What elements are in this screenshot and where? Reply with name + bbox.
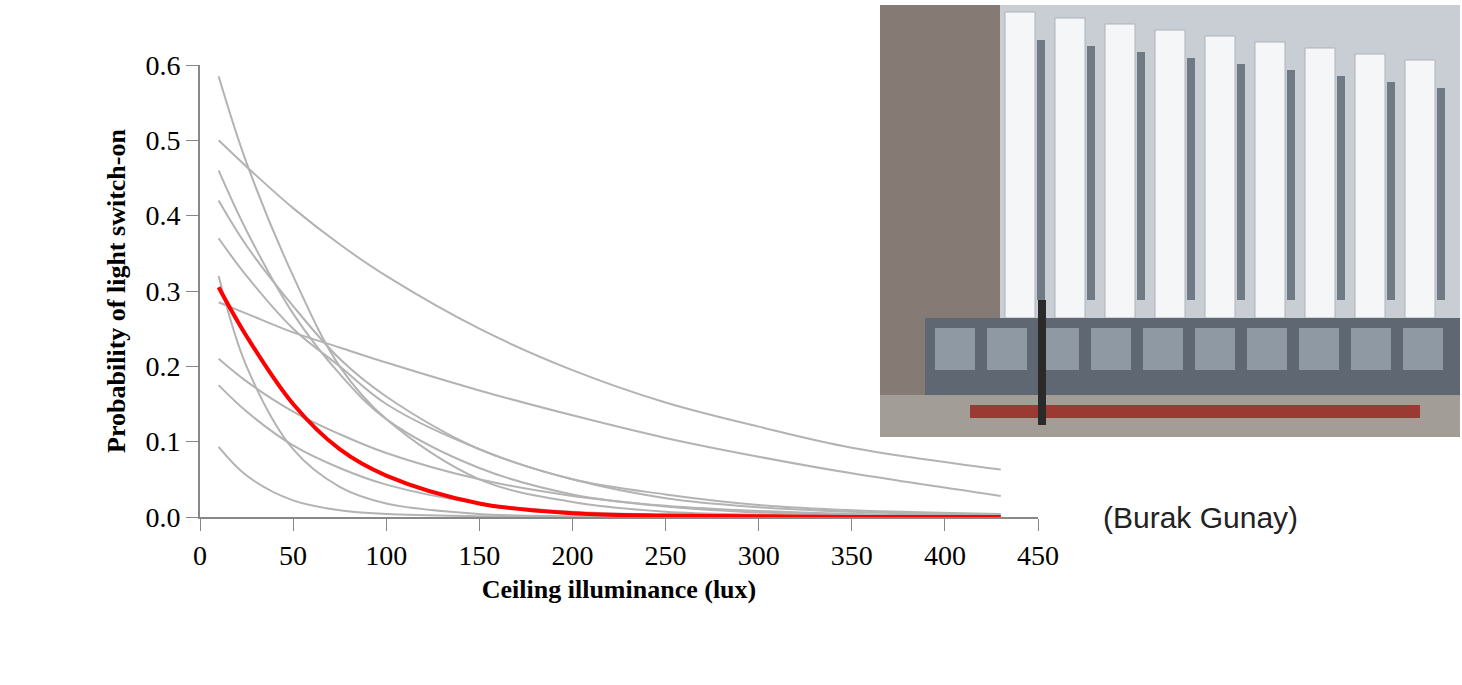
svg-text:350: 350 bbox=[831, 540, 873, 571]
svg-text:0.4: 0.4 bbox=[145, 200, 180, 231]
svg-text:0.0: 0.0 bbox=[145, 502, 180, 533]
svg-text:Probability of light switch-on: Probability of light switch-on bbox=[102, 129, 131, 453]
svg-text:0.1: 0.1 bbox=[145, 426, 180, 457]
svg-text:0.6: 0.6 bbox=[145, 50, 180, 81]
svg-text:250: 250 bbox=[645, 540, 687, 571]
svg-text:200: 200 bbox=[551, 540, 593, 571]
svg-text:450: 450 bbox=[1017, 540, 1059, 571]
svg-text:(Burak Gunay): (Burak Gunay) bbox=[1103, 501, 1298, 534]
svg-text:400: 400 bbox=[924, 540, 966, 571]
svg-text:150: 150 bbox=[458, 540, 500, 571]
svg-text:0.3: 0.3 bbox=[145, 276, 180, 307]
svg-text:100: 100 bbox=[365, 540, 407, 571]
svg-text:0.2: 0.2 bbox=[145, 351, 180, 382]
svg-text:300: 300 bbox=[738, 540, 780, 571]
svg-text:0.5: 0.5 bbox=[145, 125, 180, 156]
svg-text:0: 0 bbox=[193, 540, 207, 571]
svg-text:Ceiling illuminance (lux): Ceiling illuminance (lux) bbox=[482, 575, 756, 604]
svg-text:50: 50 bbox=[279, 540, 307, 571]
